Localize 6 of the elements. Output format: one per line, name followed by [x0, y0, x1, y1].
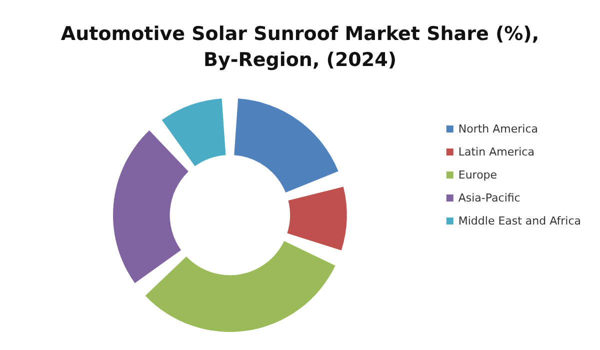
legend-label: Asia-Pacific — [458, 192, 520, 204]
legend-label: Middle East and Africa — [458, 214, 582, 228]
legend-label: Europe — [458, 168, 498, 182]
legend-label: Latin America — [458, 146, 534, 158]
legend-label: North America — [458, 122, 538, 136]
chart-title: Automotive Solar Sunroof Market Share (%), By-Region, (2024) — [60, 23, 540, 71]
